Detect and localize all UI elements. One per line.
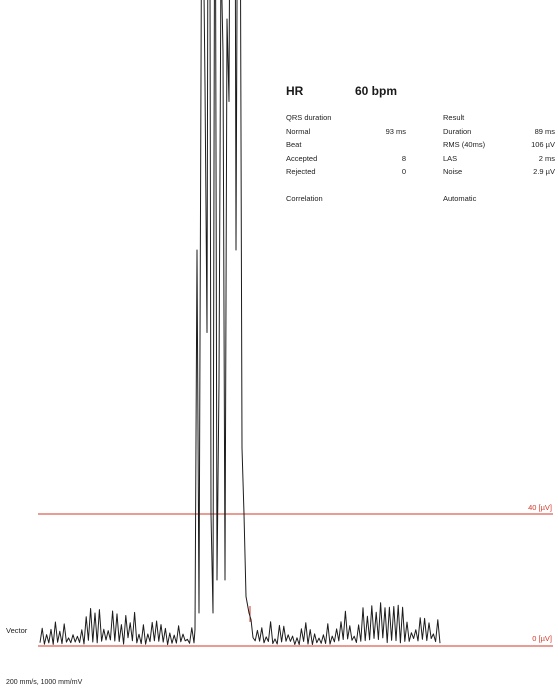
reference-label-40uv: 40 [µV] [528, 503, 552, 512]
result-row-label: Duration [443, 126, 472, 136]
result-row-rms: RMS (40ms) 106 µV [443, 138, 555, 152]
qrs-row-label: Normal [286, 126, 311, 136]
qrs-row-accepted: Accepted 8 [286, 152, 406, 166]
result-row-value: 89 ms [534, 126, 555, 136]
qrs-panel: QRS duration Normal 93 ms Beat Accepted … [286, 111, 406, 206]
qrs-row-normal: Normal 93 ms [286, 125, 406, 139]
result-row-value: 2.9 µV [533, 167, 555, 177]
hr-label: HR [286, 84, 304, 98]
result-row-duration: Duration 89 ms [443, 125, 555, 139]
hr-value: 60 bpm [355, 84, 398, 98]
qrs-row-label: Beat [286, 140, 302, 150]
qrs-title: QRS duration [286, 113, 332, 122]
scale-footer: 200 mm/s, 1000 mm/mV [6, 679, 83, 686]
correlation-label: Correlation [286, 193, 323, 203]
result-row-value: 106 µV [531, 140, 555, 150]
result-row-las: LAS 2 ms [443, 152, 555, 166]
result-row-label: RMS (40ms) [443, 140, 486, 150]
result-row-value: 2 ms [538, 153, 555, 163]
vector-trace [39, 0, 441, 646]
qrs-row-value: 8 [401, 153, 406, 163]
qrs-row-label: Accepted [286, 153, 318, 163]
result-panel: Result Duration 89 ms RMS (40ms) 106 µV … [443, 111, 555, 206]
qrs-row-label: Rejected [286, 167, 316, 177]
result-row-label: Noise [443, 167, 463, 177]
result-row-label: LAS [443, 153, 458, 163]
qrs-row-rejected: Rejected 0 [286, 165, 406, 179]
qrs-row-beat: Beat [286, 138, 406, 152]
reference-label-0uv: 0 [µV] [532, 634, 552, 643]
series-label: Vector [6, 626, 28, 635]
mode-label: Automatic [443, 193, 477, 203]
qrs-row-value: 93 ms [385, 126, 406, 136]
result-title: Result [443, 113, 465, 122]
qrs-row-value: 0 [401, 167, 406, 177]
result-row-noise: Noise 2.9 µV [443, 165, 555, 179]
